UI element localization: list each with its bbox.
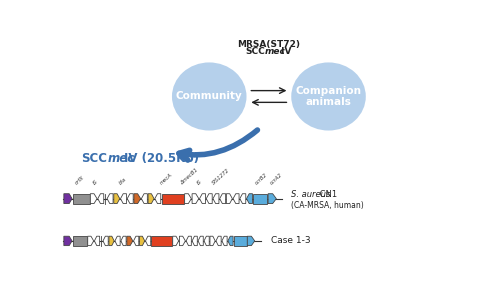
Polygon shape: [210, 236, 215, 246]
Text: S. aureus: S. aureus: [291, 190, 330, 199]
Polygon shape: [192, 236, 197, 246]
Text: Case 1-3: Case 1-3: [270, 236, 310, 246]
Polygon shape: [90, 194, 97, 203]
Polygon shape: [133, 194, 140, 203]
Polygon shape: [179, 236, 185, 246]
Polygon shape: [64, 236, 72, 246]
Polygon shape: [204, 236, 209, 246]
Polygon shape: [226, 194, 232, 203]
Bar: [151, 236, 172, 246]
Text: Companion
animals: Companion animals: [295, 86, 361, 107]
Text: CN1: CN1: [316, 190, 336, 199]
Polygon shape: [246, 194, 252, 203]
Polygon shape: [155, 194, 160, 203]
Polygon shape: [247, 236, 254, 246]
Polygon shape: [120, 236, 126, 246]
Polygon shape: [267, 194, 276, 203]
Polygon shape: [216, 236, 221, 246]
Polygon shape: [133, 236, 139, 246]
Text: mec: mec: [107, 152, 134, 165]
Polygon shape: [127, 236, 132, 246]
Text: IV: IV: [277, 47, 291, 56]
Text: (CA-MRSA, human): (CA-MRSA, human): [291, 201, 363, 210]
Polygon shape: [184, 194, 191, 203]
Polygon shape: [228, 236, 233, 246]
Polygon shape: [186, 236, 191, 246]
Polygon shape: [213, 194, 218, 203]
Ellipse shape: [172, 63, 246, 131]
Polygon shape: [107, 194, 113, 203]
Bar: [233, 236, 246, 246]
Polygon shape: [87, 236, 94, 246]
Polygon shape: [198, 236, 203, 246]
Polygon shape: [199, 194, 205, 203]
Text: ccrA2: ccrA2: [268, 172, 283, 186]
Text: SCC: SCC: [245, 47, 264, 56]
Polygon shape: [139, 236, 144, 246]
Polygon shape: [233, 194, 239, 203]
Polygon shape: [115, 236, 120, 246]
Text: mec: mec: [264, 47, 286, 56]
Polygon shape: [219, 194, 225, 203]
Text: IS: IS: [196, 179, 203, 186]
Ellipse shape: [291, 63, 365, 131]
Text: mecA: mecA: [158, 172, 173, 186]
Polygon shape: [64, 194, 72, 203]
Polygon shape: [127, 194, 133, 203]
Bar: [72, 194, 89, 203]
Polygon shape: [114, 194, 120, 203]
Polygon shape: [240, 194, 245, 203]
Polygon shape: [172, 236, 178, 246]
Polygon shape: [145, 236, 150, 246]
Polygon shape: [141, 194, 147, 203]
Polygon shape: [206, 194, 212, 203]
Text: orfX: orfX: [74, 175, 85, 186]
Text: ccrB2: ccrB2: [253, 172, 268, 186]
Text: IS: IS: [92, 179, 98, 186]
Polygon shape: [221, 236, 227, 246]
Polygon shape: [192, 194, 198, 203]
Bar: [252, 194, 267, 203]
Polygon shape: [148, 194, 154, 203]
Text: ΔmecB1: ΔmecB1: [179, 167, 199, 186]
Text: bla: bla: [118, 177, 127, 186]
Text: IV (20.5Kb): IV (20.5Kb): [124, 152, 199, 165]
Text: SIS1272: SIS1272: [211, 167, 230, 186]
Polygon shape: [94, 236, 99, 246]
Polygon shape: [120, 194, 126, 203]
Text: Community: Community: [176, 92, 242, 102]
Polygon shape: [109, 236, 114, 246]
Polygon shape: [97, 194, 104, 203]
Text: SCC: SCC: [81, 152, 107, 165]
Polygon shape: [103, 236, 108, 246]
Text: MRSA(ST72): MRSA(ST72): [237, 40, 300, 49]
Bar: [72, 236, 87, 246]
Bar: [161, 194, 183, 203]
